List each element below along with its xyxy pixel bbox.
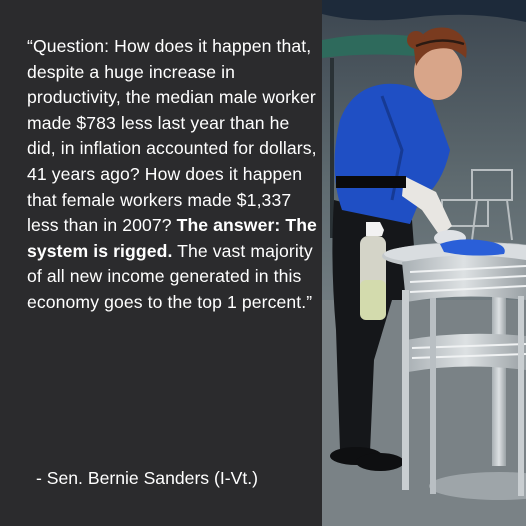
umbrella-pole [330,58,334,238]
cleaning-cloth [440,239,505,256]
spray-bottle-nozzle [366,222,384,236]
quote-panel: “Question: How does it happen that, desp… [27,34,317,488]
quote-text-open: “Question: How does it happen that, desp… [27,36,317,236]
umbrella-top [322,0,526,22]
worker-arm-sleeve [402,176,452,236]
quote-text-close: The vast majority of all new income gene… [27,240,313,312]
worker-belt [336,176,406,188]
worker-hair [414,27,467,66]
spray-bottle-liquid [360,280,386,320]
worker-face [414,44,462,100]
quote-text-emphasis: The answer: The system is rigged. [27,215,317,261]
worker-photo-illustration [322,0,526,526]
attribution: - Sen. Bernie Sanders (I-Vt.) [36,468,258,488]
worker-headband [415,39,465,48]
foreground-chair [402,255,526,496]
worker-shoe-2 [356,453,404,471]
worker-hair-bun [407,31,425,49]
quote-text: “Question: How does it happen that, desp… [27,34,317,316]
worker-photo [322,0,526,526]
table-base [429,472,526,500]
